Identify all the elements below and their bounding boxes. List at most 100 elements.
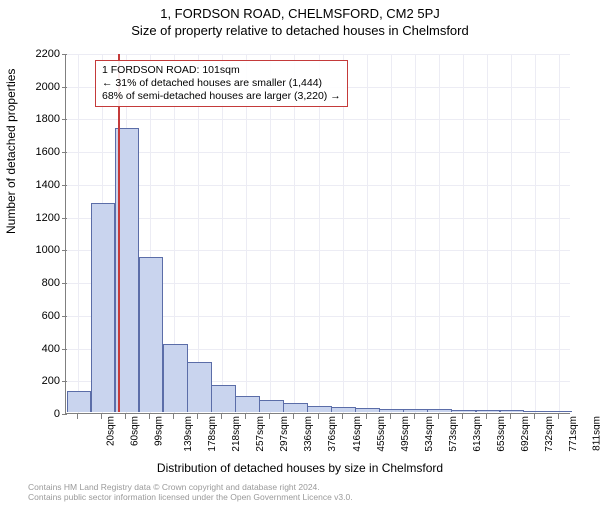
- gridline-v: [319, 54, 320, 413]
- xtick-label: 178sqm: [207, 416, 218, 452]
- histogram-bar: [307, 406, 332, 412]
- x-axis-label: Distribution of detached houses by size …: [0, 461, 600, 475]
- xtick-mark: [486, 414, 487, 419]
- annotation-box: 1 FORDSON ROAD: 101sqm ← 31% of detached…: [95, 60, 348, 107]
- xtick-label: 139sqm: [183, 416, 194, 452]
- chart-area: 1 FORDSON ROAD: 101sqm ← 31% of detached…: [65, 54, 570, 414]
- histogram-bar: [259, 400, 284, 412]
- annotation-line3: 68% of semi-detached houses are larger (…: [102, 90, 341, 103]
- histogram-bar: [524, 411, 549, 412]
- xtick-mark: [510, 414, 511, 419]
- ytick-label: 2000: [20, 81, 60, 93]
- histogram-bar: [187, 362, 212, 412]
- xtick-mark: [534, 414, 535, 419]
- gridline-v: [343, 54, 344, 413]
- xtick-label: 455sqm: [376, 416, 387, 452]
- ytick-label: 1600: [20, 146, 60, 158]
- gridline-v: [367, 54, 368, 413]
- histogram-bar: [211, 385, 236, 412]
- histogram-bar: [379, 409, 404, 412]
- histogram-bar: [235, 396, 260, 412]
- xtick-label: 257sqm: [255, 416, 266, 452]
- gridline-v: [487, 54, 488, 413]
- xtick-mark: [245, 414, 246, 419]
- xtick-label: 534sqm: [424, 416, 435, 452]
- annotation-line1: 1 FORDSON ROAD: 101sqm: [102, 64, 341, 77]
- xtick-mark: [462, 414, 463, 419]
- histogram-bar: [476, 410, 501, 412]
- xtick-mark: [390, 414, 391, 419]
- xtick-label: 20sqm: [106, 416, 117, 446]
- xtick-label: 692sqm: [520, 416, 531, 452]
- xtick-label: 60sqm: [130, 416, 141, 446]
- xtick-label: 297sqm: [279, 416, 290, 452]
- histogram-bar: [500, 410, 525, 412]
- xtick-mark: [318, 414, 319, 419]
- xtick-mark: [414, 414, 415, 419]
- footer-line1: Contains HM Land Registry data © Crown c…: [28, 482, 353, 492]
- xtick-mark: [221, 414, 222, 419]
- footer-line2: Contains public sector information licen…: [28, 492, 353, 502]
- xtick-mark: [558, 414, 559, 419]
- gridline-v: [463, 54, 464, 413]
- xtick-label: 218sqm: [231, 416, 242, 452]
- annotation-line2: ← 31% of detached houses are smaller (1,…: [102, 77, 341, 90]
- gridline-v: [439, 54, 440, 413]
- gridline-v: [294, 54, 295, 413]
- histogram-bar: [331, 407, 356, 412]
- ytick-label: 1800: [20, 113, 60, 125]
- xtick-mark: [293, 414, 294, 419]
- ytick-label: 400: [20, 343, 60, 355]
- gridline-v: [246, 54, 247, 413]
- ytick-label: 800: [20, 277, 60, 289]
- xtick-label: 811sqm: [591, 416, 600, 451]
- histogram-bar: [163, 344, 188, 412]
- gridline-v: [198, 54, 199, 413]
- gridline-v: [391, 54, 392, 413]
- xtick-label: 732sqm: [544, 416, 555, 452]
- ytick-label: 1000: [20, 244, 60, 256]
- gridline-v: [222, 54, 223, 413]
- histogram-bar: [283, 403, 308, 412]
- histogram-bar: [139, 257, 164, 412]
- xtick-mark: [77, 414, 78, 419]
- gridline-v: [559, 54, 560, 413]
- title-sub: Size of property relative to detached ho…: [0, 23, 600, 38]
- gridline-v: [535, 54, 536, 413]
- xtick-mark: [101, 414, 102, 419]
- xtick-mark: [342, 414, 343, 419]
- ytick-label: 200: [20, 375, 60, 387]
- xtick-mark: [173, 414, 174, 419]
- title-main: 1, FORDSON ROAD, CHELMSFORD, CM2 5PJ: [0, 6, 600, 21]
- histogram-bar: [451, 410, 476, 412]
- plot-region: [65, 54, 570, 414]
- ytick-label: 2200: [20, 48, 60, 60]
- xtick-mark: [125, 414, 126, 419]
- xtick-mark: [269, 414, 270, 419]
- histogram-bar: [548, 411, 573, 412]
- histogram-bar: [355, 408, 380, 412]
- xtick-mark: [438, 414, 439, 419]
- gridline-v: [415, 54, 416, 413]
- property-marker-line: [118, 54, 120, 412]
- ytick-label: 1400: [20, 179, 60, 191]
- gridline-v: [78, 54, 79, 413]
- xtick-mark: [366, 414, 367, 419]
- histogram-bar: [67, 391, 92, 412]
- gridline-v: [511, 54, 512, 413]
- ytick-label: 1200: [20, 212, 60, 224]
- xtick-label: 99sqm: [154, 416, 165, 446]
- histogram-bar: [427, 409, 452, 412]
- xtick-mark: [149, 414, 150, 419]
- xtick-label: 573sqm: [448, 416, 459, 452]
- xtick-label: 416sqm: [352, 416, 363, 452]
- xtick-label: 653sqm: [496, 416, 507, 452]
- xtick-label: 613sqm: [472, 416, 483, 452]
- xtick-mark: [197, 414, 198, 419]
- xtick-label: 495sqm: [400, 416, 411, 452]
- xtick-label: 336sqm: [303, 416, 314, 452]
- gridline-v: [270, 54, 271, 413]
- histogram-bar: [91, 203, 116, 412]
- histogram-bar: [403, 409, 428, 412]
- footer-attribution: Contains HM Land Registry data © Crown c…: [28, 482, 353, 502]
